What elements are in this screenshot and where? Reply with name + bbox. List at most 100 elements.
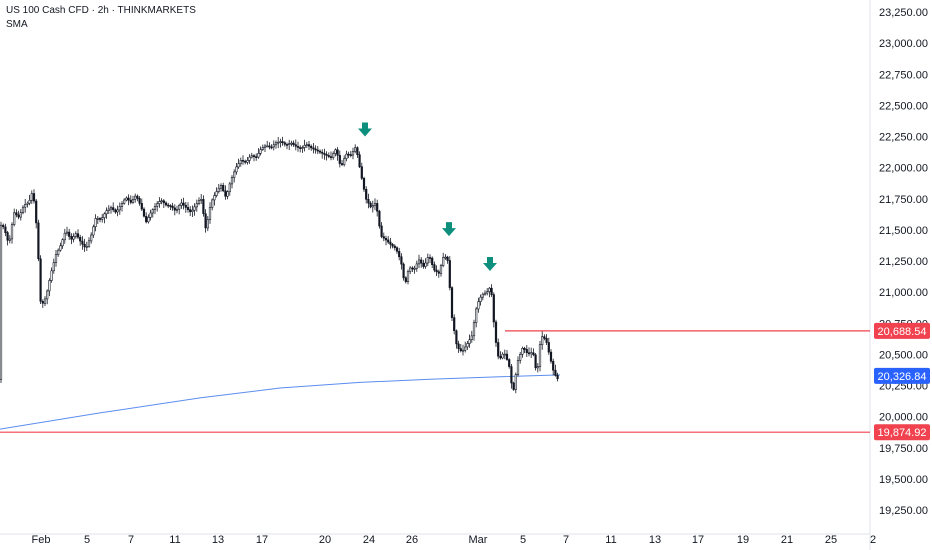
candle-body [378,210,381,227]
candle [530,347,533,358]
candle-body [490,287,493,295]
candle-body [257,153,260,158]
indicator-label[interactable]: SMA [6,19,28,30]
candle-body [481,293,484,298]
candle [81,236,84,250]
candle [549,349,553,364]
candle [556,372,559,382]
candle-body [169,205,172,207]
candle-body [532,352,535,356]
candle [508,358,511,369]
candle-body [182,202,185,206]
candle [259,146,262,156]
candle-body [329,156,333,158]
candle-body [398,251,401,258]
candle-body [160,200,163,202]
candle-body [292,142,295,146]
candle-body [63,232,66,241]
candle [497,338,500,360]
candle-body [149,212,152,218]
candle-body [303,145,306,148]
candle [202,195,205,217]
candle [503,349,506,360]
candle-body [389,241,392,245]
candle [303,139,306,152]
candle-body [171,205,174,209]
candle [351,147,355,160]
candle-body [103,213,106,218]
price-tag-label: 20,326.84 [878,371,927,383]
candle-body [512,382,515,390]
candle [261,144,264,151]
candle-body [167,204,170,207]
candle [52,258,55,274]
x-axis: Feb 5 7 11 13 17 20 24 26 Mar 5 7 11 13 17 19 21 25 2 [32,534,877,546]
candle [153,203,157,215]
candle-body [92,226,95,236]
candle-body [178,205,181,210]
candle [233,169,236,183]
candle [90,232,93,244]
candle-body [10,224,14,240]
x-tick-label: 7 [563,534,569,546]
candle [85,241,88,251]
candle [521,346,524,358]
candle-body [211,199,214,208]
candle [292,140,295,147]
candle-body [519,353,522,361]
candle-body [255,156,258,158]
candle [68,228,71,240]
candle [450,286,454,321]
candle [184,201,187,213]
candle [446,255,449,264]
candle-body [153,206,157,210]
candle [17,210,20,220]
candle [415,260,418,272]
candle-body [263,145,267,148]
candle [257,148,260,159]
price-tag-bg [874,424,930,441]
candle-body [486,291,489,294]
candle [510,364,513,389]
candle [24,199,27,213]
candle-body [373,203,377,206]
candle-body [494,321,498,343]
candle-body [376,203,379,212]
candle-body [83,243,86,248]
candle-body [17,214,20,218]
candle [61,238,64,249]
candle-body [230,177,234,185]
candle-body [145,216,148,223]
candle-body [439,265,443,274]
candle [437,269,440,278]
down-arrow-icon [442,222,456,237]
x-tick-label: 7 [128,534,134,546]
candle-body [446,256,449,261]
candle [125,196,128,202]
candle [76,229,80,240]
candle [241,155,245,165]
candle [131,195,135,204]
candle [228,181,231,196]
candle-body [444,256,447,259]
candle-body [200,199,203,201]
candle [164,201,168,207]
candle-body [472,322,476,337]
candle-body [134,195,137,200]
candle-body [475,308,478,323]
candle [237,158,240,169]
candle-body [195,203,198,208]
candle-body [79,237,82,242]
candle [167,202,170,209]
candles-layer [0,136,559,394]
candle [246,157,249,165]
candle [211,198,214,211]
candle-body [365,189,368,200]
candle [428,254,432,264]
candle [114,208,117,214]
candle [411,266,414,272]
candle-body [57,249,60,255]
candle-body [37,222,40,260]
candle [149,209,152,221]
